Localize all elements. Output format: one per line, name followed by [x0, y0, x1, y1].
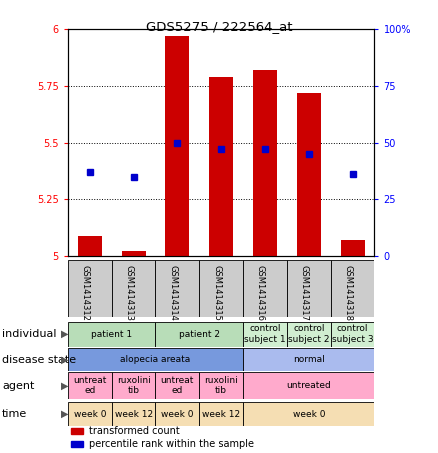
Text: week 12: week 12: [114, 410, 153, 419]
Text: ▶: ▶: [61, 355, 69, 365]
Text: week 0: week 0: [74, 410, 106, 419]
Bar: [112, 260, 155, 317]
Text: untreated: untreated: [286, 381, 331, 390]
Text: time: time: [2, 409, 28, 419]
Text: control
subject 1: control subject 1: [244, 324, 286, 344]
Bar: [122, 251, 145, 256]
Text: transformed count: transformed count: [89, 426, 180, 436]
Text: agent: agent: [2, 381, 35, 390]
Text: patient 2: patient 2: [179, 330, 220, 338]
Bar: [68, 402, 112, 426]
Bar: [155, 260, 199, 317]
Bar: [68, 348, 243, 371]
Text: patient 1: patient 1: [91, 330, 132, 338]
Bar: [199, 402, 243, 426]
Text: GSM1414315: GSM1414315: [212, 265, 221, 321]
Text: ▶: ▶: [61, 329, 69, 339]
Bar: [341, 240, 364, 256]
Text: GDS5275 / 222564_at: GDS5275 / 222564_at: [146, 20, 292, 34]
Bar: [209, 77, 233, 256]
Bar: [68, 372, 112, 399]
Bar: [331, 322, 374, 347]
Bar: [155, 322, 243, 347]
Text: percentile rank within the sample: percentile rank within the sample: [89, 439, 254, 449]
Bar: [68, 260, 112, 317]
Bar: [331, 260, 374, 317]
Text: week 12: week 12: [202, 410, 240, 419]
Text: control
subject 2: control subject 2: [288, 324, 329, 344]
Bar: [112, 402, 155, 426]
Bar: [78, 236, 102, 256]
Bar: [155, 402, 199, 426]
Bar: [112, 372, 155, 399]
Bar: [243, 260, 287, 317]
Bar: [243, 322, 287, 347]
Text: ▶: ▶: [61, 381, 69, 390]
Text: untreat
ed: untreat ed: [73, 376, 106, 395]
Text: GSM1414316: GSM1414316: [256, 265, 265, 321]
Text: normal: normal: [293, 355, 325, 364]
Bar: [297, 93, 321, 256]
Bar: [166, 36, 190, 256]
Bar: [253, 70, 277, 256]
Text: control
subject 3: control subject 3: [332, 324, 374, 344]
Text: week 0: week 0: [161, 410, 194, 419]
Text: week 0: week 0: [293, 410, 325, 419]
Text: disease state: disease state: [2, 355, 76, 365]
Bar: [71, 441, 83, 448]
Text: GSM1414313: GSM1414313: [124, 265, 134, 321]
Bar: [155, 372, 199, 399]
Text: individual: individual: [2, 329, 57, 339]
Text: GSM1414318: GSM1414318: [343, 265, 353, 321]
Text: ▶: ▶: [61, 409, 69, 419]
Text: GSM1414317: GSM1414317: [300, 265, 309, 321]
Bar: [71, 428, 83, 434]
Bar: [287, 260, 331, 317]
Bar: [243, 372, 374, 399]
Text: ruxolini
tib: ruxolini tib: [117, 376, 151, 395]
Text: ruxolini
tib: ruxolini tib: [204, 376, 238, 395]
Bar: [199, 372, 243, 399]
Text: alopecia areata: alopecia areata: [120, 355, 191, 364]
Text: GSM1414312: GSM1414312: [81, 265, 90, 321]
Bar: [199, 260, 243, 317]
Text: GSM1414314: GSM1414314: [168, 265, 177, 321]
Bar: [68, 322, 155, 347]
Bar: [243, 348, 374, 371]
Bar: [243, 402, 374, 426]
Bar: [287, 322, 331, 347]
Text: untreat
ed: untreat ed: [161, 376, 194, 395]
